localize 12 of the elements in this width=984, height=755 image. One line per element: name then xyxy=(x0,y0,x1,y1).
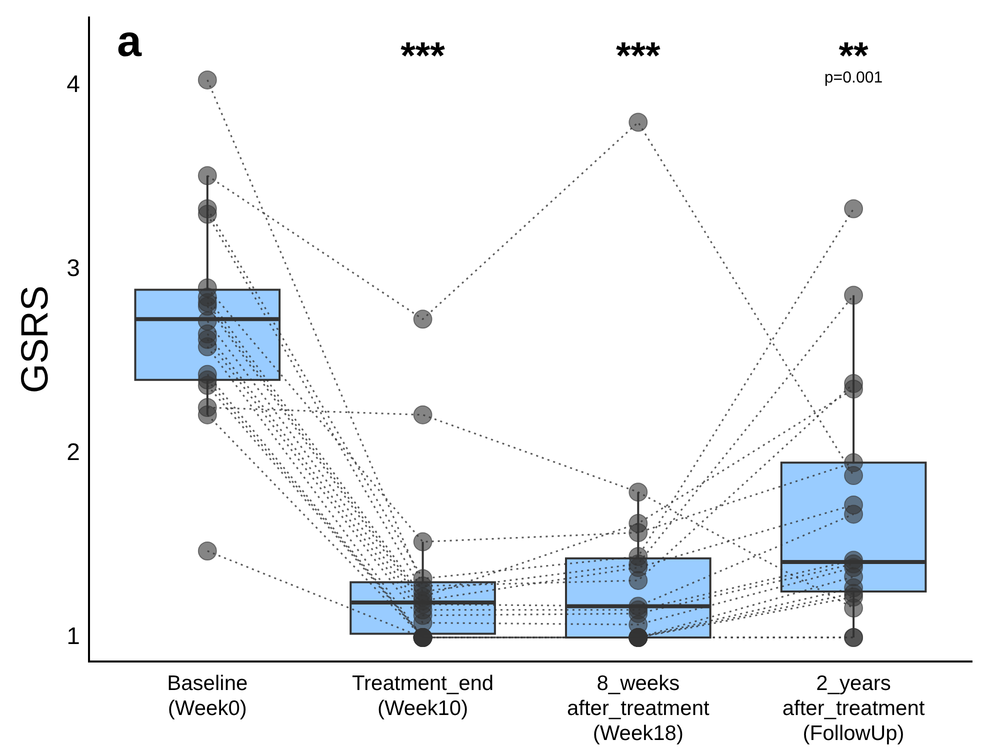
x-tick-label: Baseline (Week0) xyxy=(167,672,248,720)
annotation: a xyxy=(116,17,142,66)
annotation: *** xyxy=(400,35,446,78)
y-tick-label: 3 xyxy=(66,255,80,282)
y-axis-title: GSRS xyxy=(14,286,56,394)
annotation: *** xyxy=(616,35,661,78)
x-tick-label: Treatment_end (Week10) xyxy=(352,672,494,720)
x-tick-label: 2_years after_treatment (FollowUp) xyxy=(782,672,925,746)
y-tick-label: 2 xyxy=(66,439,80,466)
y-tick-label: 1 xyxy=(66,623,80,650)
y-tick-label: 4 xyxy=(66,71,80,98)
x-tick-label: 8_weeks after_treatment (Week18) xyxy=(566,672,710,746)
